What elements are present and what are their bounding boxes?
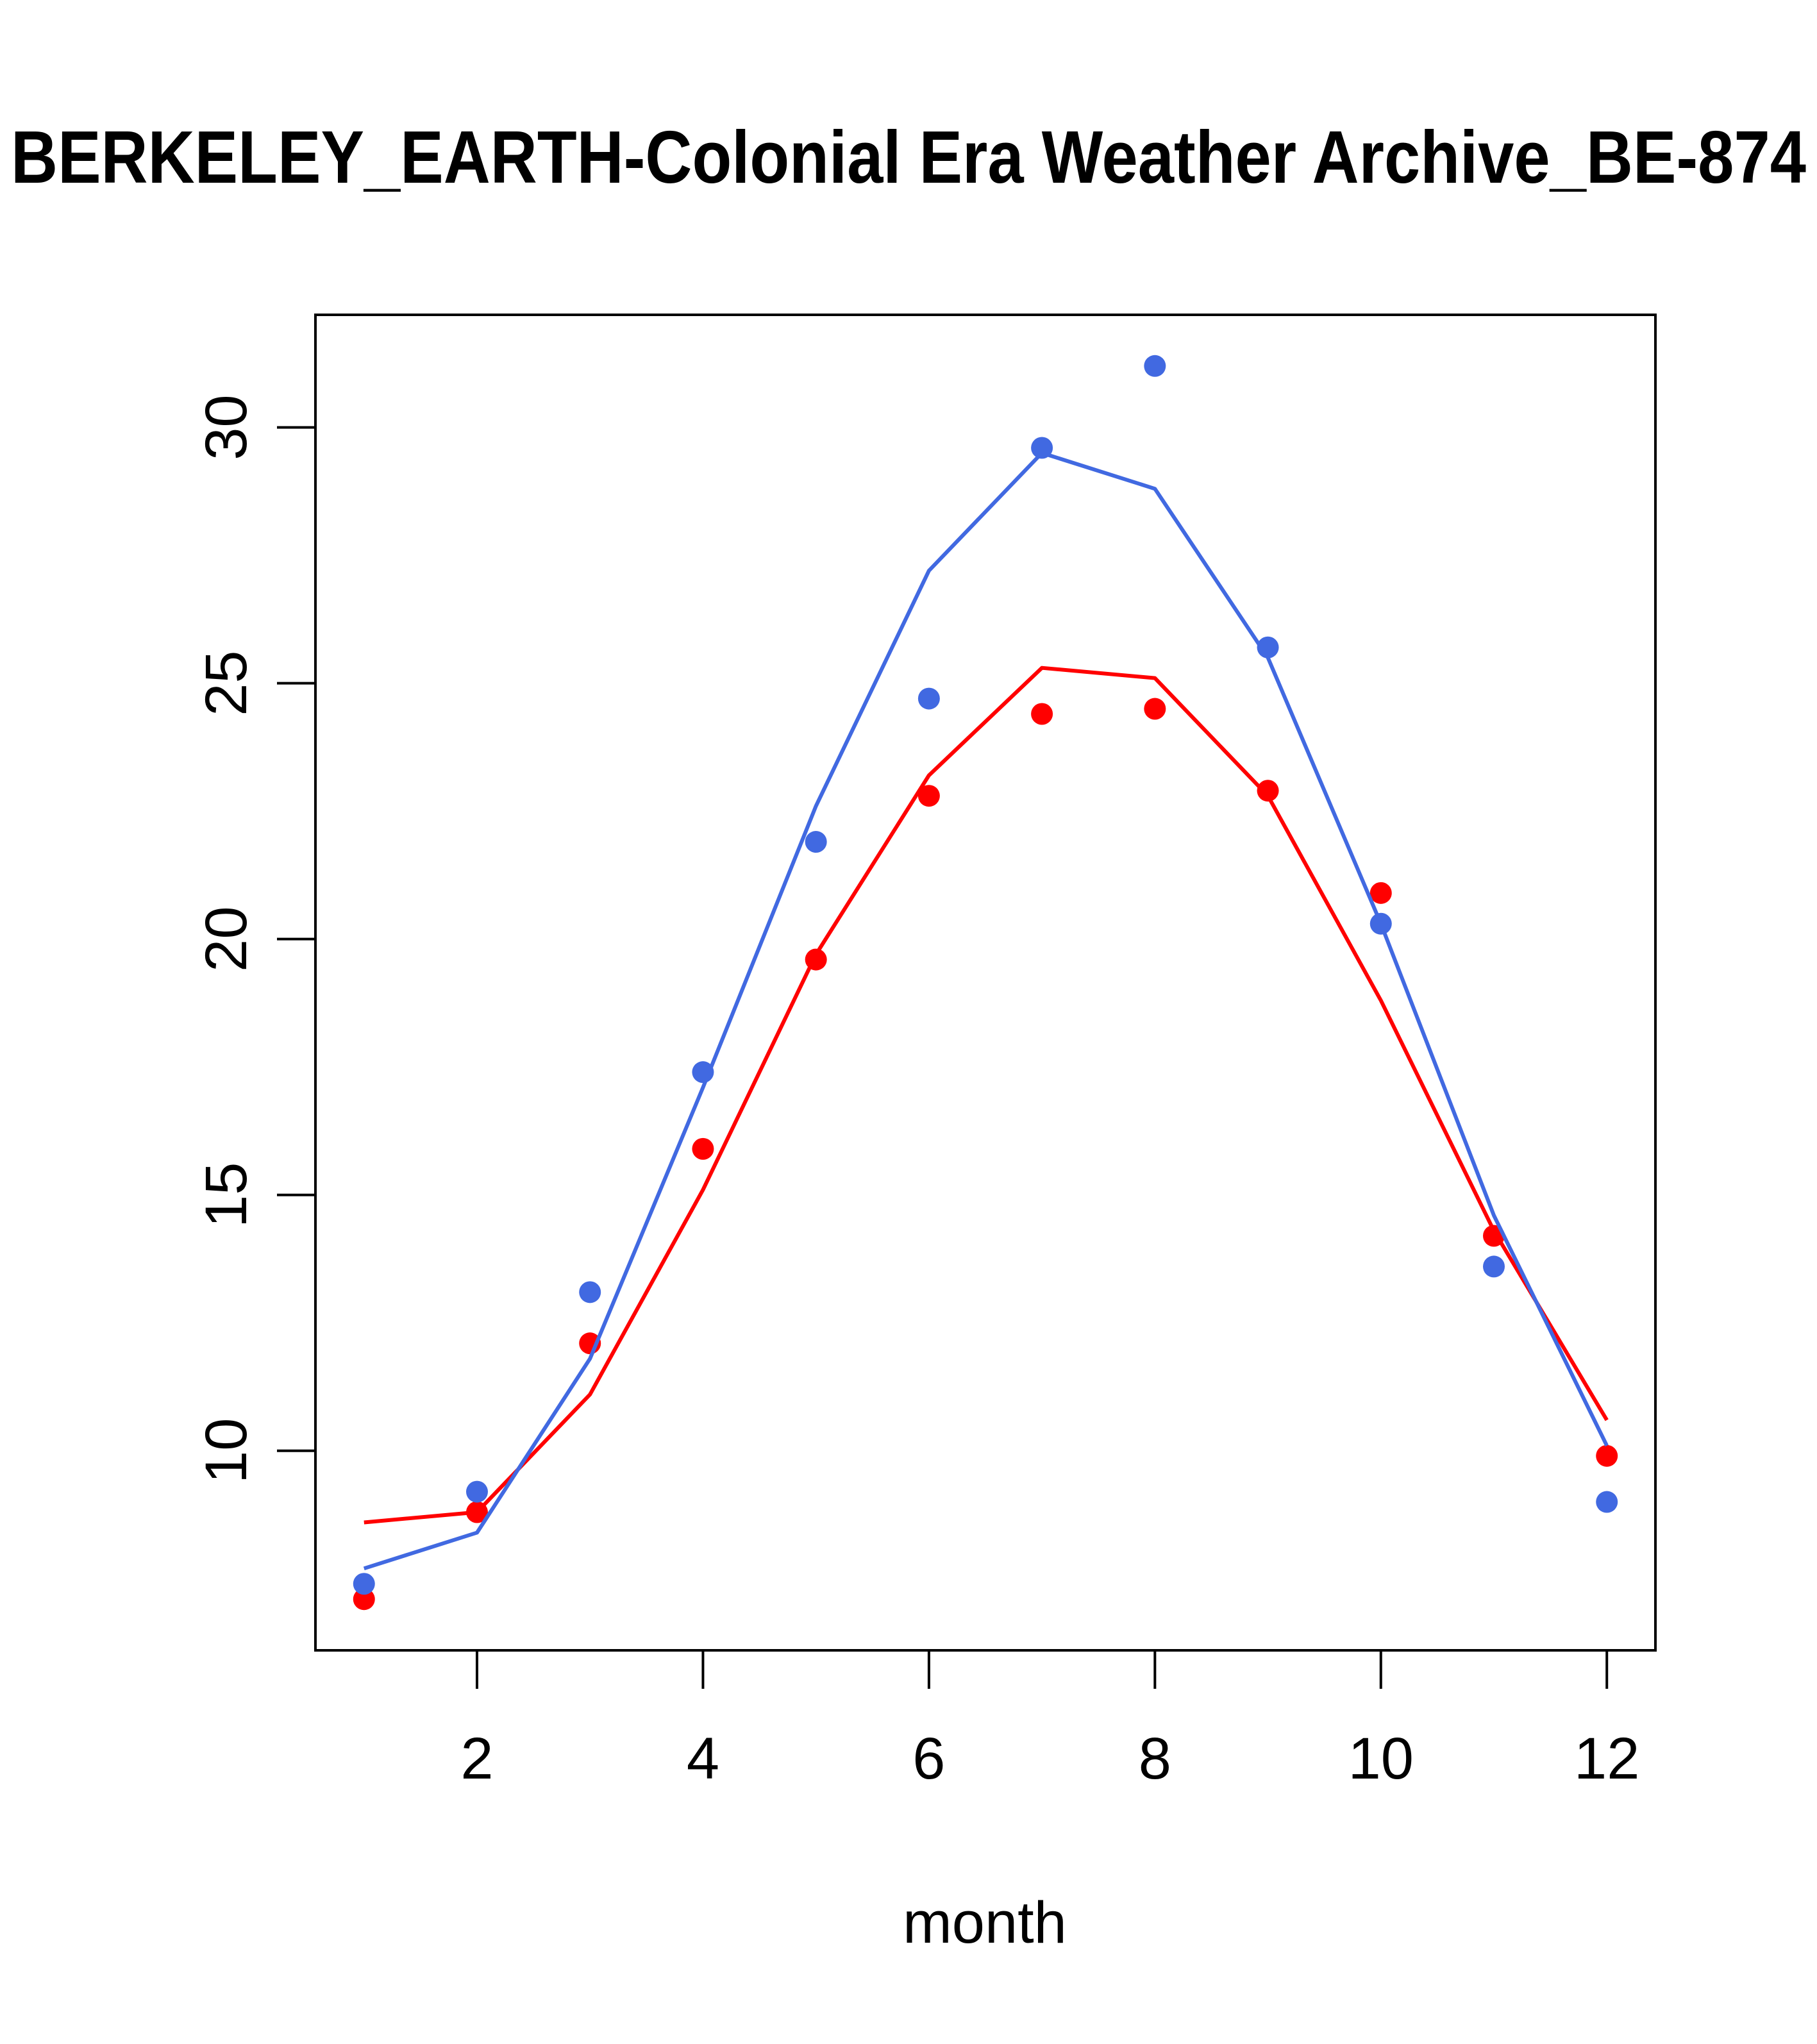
series-1-point	[1144, 698, 1166, 720]
series-2-point	[579, 1281, 601, 1303]
series-1-point	[465, 1501, 488, 1523]
x-tick-label: 2	[460, 1726, 493, 1791]
series-2-fit-line	[363, 451, 1609, 1571]
y-tick-label: 20	[194, 906, 259, 971]
series-2-point	[353, 1573, 375, 1595]
series-1-point	[1369, 882, 1392, 904]
x-tick-label: 12	[1574, 1726, 1639, 1791]
x-tick-label: 10	[1348, 1726, 1414, 1791]
series-1-fit-line	[364, 666, 1609, 1525]
y-tick-label: 10	[194, 1418, 259, 1484]
y-tick-label: 25	[194, 650, 259, 716]
series-1-point	[917, 785, 940, 807]
y-tick-label: 30	[194, 394, 259, 460]
series-2-point	[805, 831, 827, 853]
series-2-point	[1257, 636, 1279, 658]
chart-title: BERKELEY_EARTH-Colonial Era Weather Arch…	[11, 115, 1806, 199]
series-1-point	[1596, 1445, 1618, 1467]
plot-frame	[314, 314, 1657, 1652]
series-2-point	[1596, 1491, 1618, 1513]
series-2-point	[465, 1480, 488, 1503]
x-tick-label: 4	[687, 1726, 719, 1791]
series-2-point	[1144, 355, 1166, 377]
series-1-point	[353, 1588, 375, 1611]
series-1-point	[692, 1137, 714, 1160]
series-layer	[353, 355, 1618, 1611]
x-tick-label: 6	[912, 1726, 945, 1791]
x-axis-label: month	[903, 1890, 1067, 1956]
x-tick-label: 8	[1139, 1726, 1171, 1791]
series-2-point	[692, 1061, 714, 1084]
series-2-point	[1483, 1255, 1505, 1278]
series-1-point	[1031, 703, 1053, 725]
x-axis: 2 4 6 8 10 12	[460, 1649, 1639, 1791]
series-2-point	[1369, 912, 1392, 935]
series-2-point	[1031, 437, 1053, 459]
series-2-point	[917, 687, 940, 710]
series-1-point	[1257, 780, 1279, 802]
y-axis: 10 15 20 25 30	[194, 394, 317, 1484]
series-1-point	[805, 948, 827, 971]
y-tick-label: 15	[194, 1162, 259, 1228]
